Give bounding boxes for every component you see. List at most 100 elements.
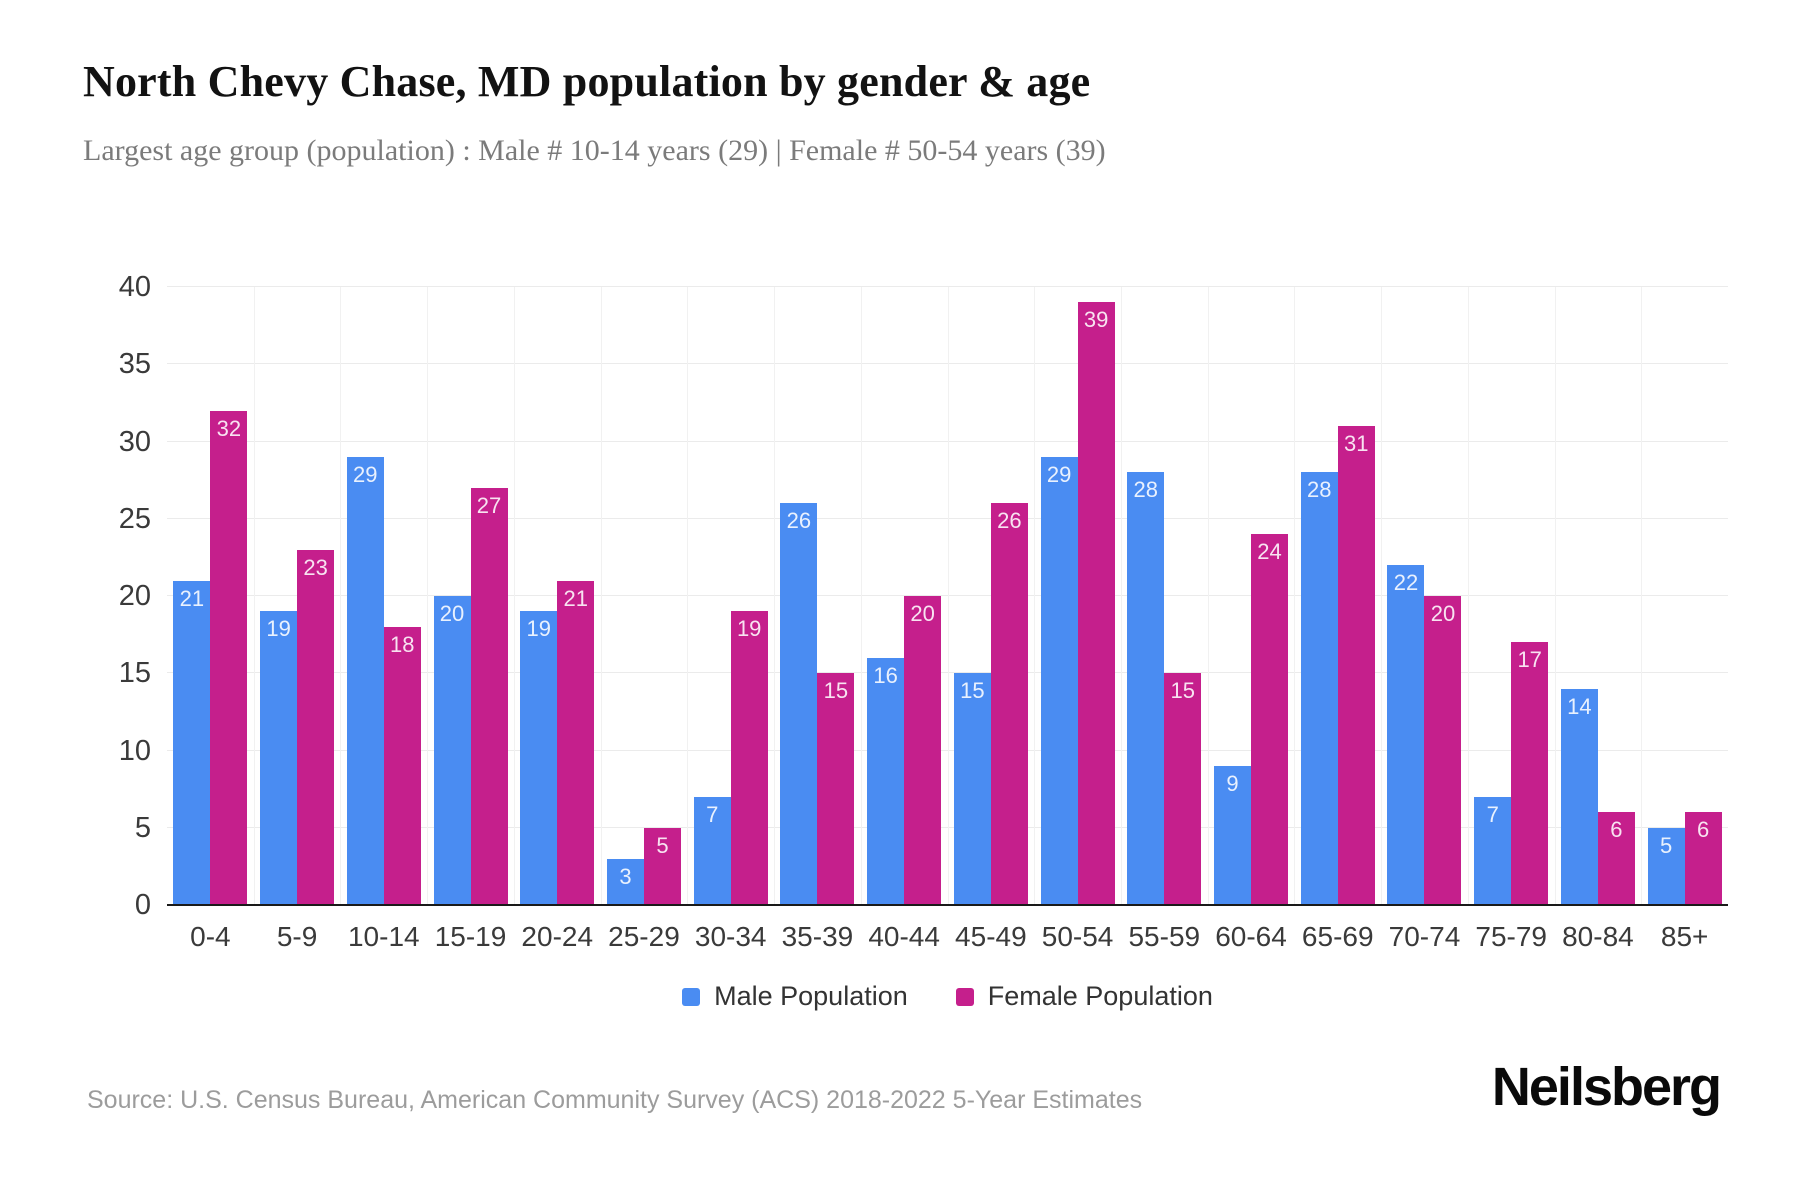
legend-label: Female Population: [987, 981, 1213, 1011]
x-gridline: [1207, 287, 1209, 905]
x-gridline: [513, 287, 515, 905]
bar-value-label: 29: [1046, 461, 1072, 487]
x-axis-tick-label: 70-74: [1388, 921, 1461, 952]
bar-male-85+: 5: [1647, 827, 1685, 905]
bar-female-5-9: 23: [297, 549, 335, 905]
bar-female-0-4: 32: [210, 410, 248, 905]
bar-value-label: 26: [786, 508, 812, 534]
y-axis-tick-label: 5: [134, 811, 151, 844]
bar-value-label: 19: [526, 616, 551, 642]
x-gridline: [687, 287, 689, 905]
x-axis-tick-label: 55-59: [1128, 921, 1201, 952]
x-gridline: [1467, 287, 1469, 905]
bar-female-30-34: 19: [730, 611, 768, 905]
bar-value-label: 28: [1307, 477, 1332, 503]
bar-value-label: 16: [873, 662, 898, 688]
bar-value-label: 19: [736, 616, 762, 642]
bar-male-20-24: 19: [520, 611, 558, 905]
x-gridline: [1294, 287, 1296, 905]
x-axis-tick-label: 50-54: [1041, 921, 1114, 952]
x-gridline: [1381, 287, 1383, 905]
bar-value-label: 14: [1567, 693, 1592, 719]
bar-female-60-64: 24: [1251, 534, 1289, 905]
plot-area: 0 5 10 15 20 25 30 35 40 21 32 0-4 19 23 5-9 29 18 10-14 2…: [119, 272, 1728, 952]
brand-logo: Neilsberg: [1491, 1057, 1722, 1117]
bar-value-label: 28: [1133, 477, 1159, 503]
bar-male-70-74: 22: [1387, 565, 1425, 905]
y-axis-tick-label: 40: [118, 271, 151, 303]
bar-female-10-14: 18: [383, 626, 421, 905]
x-axis-tick-label: 10-14: [347, 921, 420, 952]
x-gridline: [774, 287, 776, 905]
bar-female-20-24: 21: [557, 580, 595, 905]
bar-value-label: 32: [216, 415, 242, 441]
bar-male-65-69: 28: [1300, 472, 1338, 905]
bar-value-label: 24: [1257, 539, 1282, 565]
x-gridline: [253, 287, 255, 905]
source-attribution: Source: U.S. Census Bureau, American Com…: [87, 1086, 1143, 1114]
x-axis-tick-label: 25-29: [608, 921, 680, 952]
bar-male-50-54: 29: [1040, 456, 1078, 905]
x-gridline: [1120, 287, 1122, 905]
legend-item-male: Male Population: [682, 981, 908, 1012]
legend-swatch-icon: [955, 987, 974, 1006]
bar-value-label: 18: [390, 631, 415, 657]
bar-male-5-9: 19: [260, 611, 298, 905]
bar-value-label: 3: [619, 863, 632, 889]
bar-male-60-64: 9: [1214, 765, 1252, 905]
y-axis-tick-label: 35: [118, 348, 151, 381]
x-gridline: [1641, 287, 1643, 905]
x-gridline: [1034, 287, 1036, 905]
bar-female-50-54: 39: [1077, 302, 1115, 905]
bar-male-0-4: 21: [173, 580, 211, 905]
bar-male-10-14: 29: [346, 456, 384, 905]
bar-female-45-49: 26: [990, 503, 1028, 905]
bar-value-label: 15: [823, 678, 849, 704]
bar-value-label: 20: [439, 601, 465, 626]
bar-female-35-39: 15: [817, 673, 855, 905]
x-axis-tick-label: 0-4: [190, 921, 231, 952]
bar-value-label: 23: [303, 554, 328, 580]
bar-value-label: 21: [563, 585, 588, 611]
x-axis-tick-label: 85+: [1660, 921, 1709, 952]
bar-value-label: 20: [910, 601, 935, 626]
bar-value-label: 17: [1517, 647, 1542, 673]
y-axis-tick-label: 25: [118, 502, 151, 535]
legend: Male Population Female Population: [167, 981, 1728, 1012]
y-axis-tick-label: 15: [118, 657, 151, 690]
x-gridline: [1554, 287, 1556, 905]
x-axis-line: [167, 904, 1728, 906]
y-axis-tick-label: 10: [118, 734, 151, 767]
y-axis-tick-label: 0: [134, 889, 151, 921]
y-gridline-40: [167, 286, 1728, 287]
bar-value-label: 9: [1226, 770, 1239, 796]
x-axis-tick-label: 20-24: [521, 921, 594, 952]
bar-male-45-49: 15: [953, 673, 991, 905]
bar-male-75-79: 7: [1474, 796, 1512, 905]
bar-value-label: 19: [266, 616, 291, 642]
bar-value-label: 5: [1660, 832, 1673, 858]
x-gridline: [947, 287, 949, 905]
bar-value-label: 7: [1486, 801, 1499, 827]
chart-subtitle: Largest age group (population) : Male # …: [83, 134, 1106, 167]
x-gridline: [860, 287, 862, 905]
x-axis-tick-label: 80-84: [1562, 921, 1634, 952]
bar-male-55-59: 28: [1127, 472, 1165, 905]
x-axis-tick-label: 75-79: [1475, 921, 1547, 952]
bar-value-label: 15: [960, 678, 985, 704]
bar-value-label: 21: [179, 585, 205, 611]
bar-female-85+: 6: [1684, 812, 1722, 905]
y-axis-tick-label: 20: [118, 580, 151, 612]
bar-male-40-44: 16: [867, 657, 905, 905]
bar-female-80-84: 6: [1597, 812, 1635, 905]
bar-value-label: 39: [1083, 307, 1109, 333]
x-gridline: [427, 287, 429, 905]
bar-value-label: 20: [1430, 601, 1456, 626]
chart-title: North Chevy Chase, MD population by gend…: [83, 57, 1091, 106]
bar-female-70-74: 20: [1424, 596, 1462, 905]
bar-male-25-29: 3: [606, 858, 644, 905]
bar-male-80-84: 14: [1560, 688, 1598, 905]
x-axis-tick-label: 60-64: [1215, 921, 1287, 952]
x-axis-tick-label: 45-49: [955, 921, 1027, 952]
bar-value-label: 29: [353, 461, 378, 487]
